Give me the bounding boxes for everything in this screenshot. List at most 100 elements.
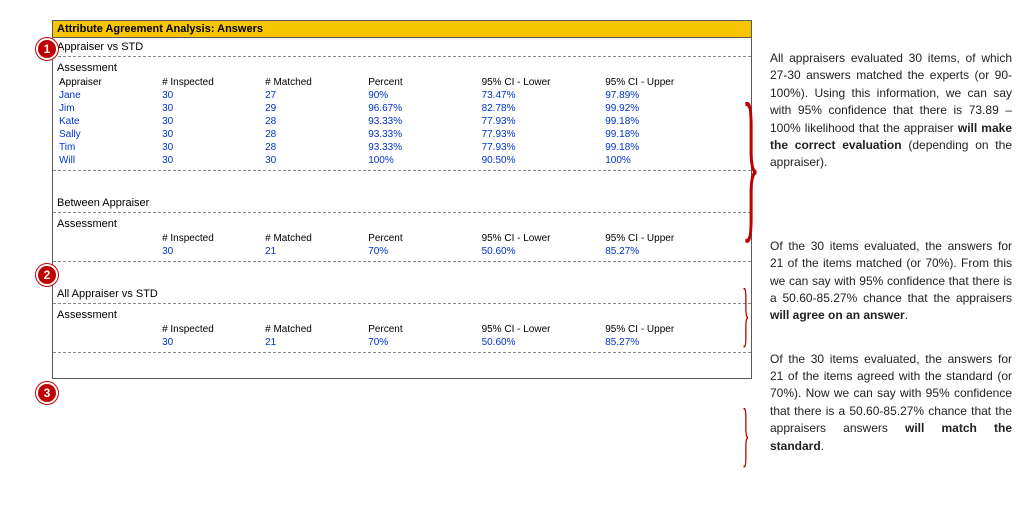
anno-3-post: . xyxy=(821,439,824,453)
col-blank xyxy=(57,232,160,245)
col-ci-lower: 95% CI - Lower xyxy=(480,323,604,336)
col-percent: Percent xyxy=(366,76,479,89)
marker-1: 1 xyxy=(36,38,58,60)
anno-2-pre: Of the 30 items evaluated, the answers f… xyxy=(770,239,1012,305)
section-1-title: Appraiser vs STD xyxy=(53,38,751,53)
left-column: 1 2 3 } } } Attribute Agreement Analysis… xyxy=(12,20,752,455)
cell-name: Jane xyxy=(57,89,160,102)
cell-insp: 30 xyxy=(160,102,263,115)
cell-match: 21 xyxy=(263,245,366,258)
cell-insp: 30 xyxy=(160,115,263,128)
spacer xyxy=(53,265,751,285)
panel-title: Attribute Agreement Analysis: Answers xyxy=(53,21,751,38)
cell-hi: 99.18% xyxy=(603,128,727,141)
cell-lo: 50.60% xyxy=(480,245,604,258)
col-inspected: # Inspected xyxy=(160,232,263,245)
cell-lo: 77.93% xyxy=(480,141,604,154)
cell-hi: 97.89% xyxy=(603,89,727,102)
cell-pct: 93.33% xyxy=(366,128,479,141)
col-ci-lower: 95% CI - Lower xyxy=(480,232,604,245)
cell-match: 28 xyxy=(263,141,366,154)
assessment-label-1: Assessment xyxy=(53,60,751,76)
col-ci-lower: 95% CI - Lower xyxy=(480,76,604,89)
cell-name: Tim xyxy=(57,141,160,154)
cell-hi: 99.92% xyxy=(603,102,727,115)
cell-pct: 93.33% xyxy=(366,115,479,128)
cell-lo: 77.93% xyxy=(480,128,604,141)
cell-hi: 85.27% xyxy=(603,336,727,349)
table-appraiser-vs-std: Appraiser # Inspected # Matched Percent … xyxy=(57,76,727,167)
cell-pct: 93.33% xyxy=(366,141,479,154)
cell-insp: 30 xyxy=(160,141,263,154)
table-all-appraiser-vs-std: # Inspected # Matched Percent 95% CI - L… xyxy=(57,323,727,349)
col-ci-upper: 95% CI - Upper xyxy=(603,76,727,89)
col-matched: # Matched xyxy=(263,232,366,245)
annotations-column: All appraisers evaluated 30 items, of wh… xyxy=(770,20,1012,455)
col-percent: Percent xyxy=(366,232,479,245)
cell-name: Sally xyxy=(57,128,160,141)
divider xyxy=(53,212,751,213)
table-row: Will 30 30 100% 90.50% 100% xyxy=(57,154,727,167)
table-header-row: # Inspected # Matched Percent 95% CI - L… xyxy=(57,232,727,245)
divider xyxy=(53,261,751,262)
col-percent: Percent xyxy=(366,323,479,336)
cell-match: 28 xyxy=(263,128,366,141)
brace-3: } xyxy=(742,398,750,470)
cell-hi: 100% xyxy=(603,154,727,167)
cell-match: 21 xyxy=(263,336,366,349)
anno-2-post: . xyxy=(905,308,908,322)
col-matched: # Matched xyxy=(263,323,366,336)
table-row: Kate 30 28 93.33% 77.93% 99.18% xyxy=(57,115,727,128)
anno-2-bold: will agree on an answer xyxy=(770,308,905,322)
cell-pct: 90% xyxy=(366,89,479,102)
assessment-label-3: Assessment xyxy=(53,307,751,323)
cell-insp: 30 xyxy=(160,336,263,349)
cell-pct: 96.67% xyxy=(366,102,479,115)
col-inspected: # Inspected xyxy=(160,323,263,336)
marker-3: 3 xyxy=(36,382,58,404)
cell-hi: 85.27% xyxy=(603,245,727,258)
cell-hi: 99.18% xyxy=(603,115,727,128)
cell-hi: 99.18% xyxy=(603,141,727,154)
table-row: 30 21 70% 50.60% 85.27% xyxy=(57,245,727,258)
cell-lo: 82.78% xyxy=(480,102,604,115)
marker-2: 2 xyxy=(36,264,58,286)
col-ci-upper: 95% CI - Upper xyxy=(603,323,727,336)
cell-pct: 70% xyxy=(366,245,479,258)
col-appraiser: Appraiser xyxy=(57,76,160,89)
table-header-row: Appraiser # Inspected # Matched Percent … xyxy=(57,76,727,89)
annotation-2: Of the 30 items evaluated, the answers f… xyxy=(770,238,1012,325)
cell-insp: 30 xyxy=(160,154,263,167)
cell-match: 27 xyxy=(263,89,366,102)
section-2-title: Between Appraiser xyxy=(53,194,751,209)
cell-name: Jim xyxy=(57,102,160,115)
cell-lo: 90.50% xyxy=(480,154,604,167)
cell-lo: 73.47% xyxy=(480,89,604,102)
cell-blank xyxy=(57,245,160,258)
col-inspected: # Inspected xyxy=(160,76,263,89)
cell-pct: 100% xyxy=(366,154,479,167)
cell-name: Will xyxy=(57,154,160,167)
col-blank xyxy=(57,323,160,336)
assessment-label-2: Assessment xyxy=(53,216,751,232)
divider xyxy=(53,56,751,57)
cell-insp: 30 xyxy=(160,89,263,102)
table-row: Jane 30 27 90% 73.47% 97.89% xyxy=(57,89,727,102)
spacer xyxy=(53,356,751,378)
divider xyxy=(53,170,751,171)
table-row: 30 21 70% 50.60% 85.27% xyxy=(57,336,727,349)
cell-match: 29 xyxy=(263,102,366,115)
cell-lo: 50.60% xyxy=(480,336,604,349)
table-row: Sally 30 28 93.33% 77.93% 99.18% xyxy=(57,128,727,141)
divider xyxy=(53,352,751,353)
cell-blank xyxy=(57,336,160,349)
col-matched: # Matched xyxy=(263,76,366,89)
cell-match: 30 xyxy=(263,154,366,167)
cell-insp: 30 xyxy=(160,128,263,141)
analysis-panel: Attribute Agreement Analysis: Answers Ap… xyxy=(52,20,752,379)
section-3-title: All Appraiser vs STD xyxy=(53,285,751,300)
divider xyxy=(53,303,751,304)
cell-pct: 70% xyxy=(366,336,479,349)
page-root: 1 2 3 } } } Attribute Agreement Analysis… xyxy=(12,20,1012,455)
cell-insp: 30 xyxy=(160,245,263,258)
